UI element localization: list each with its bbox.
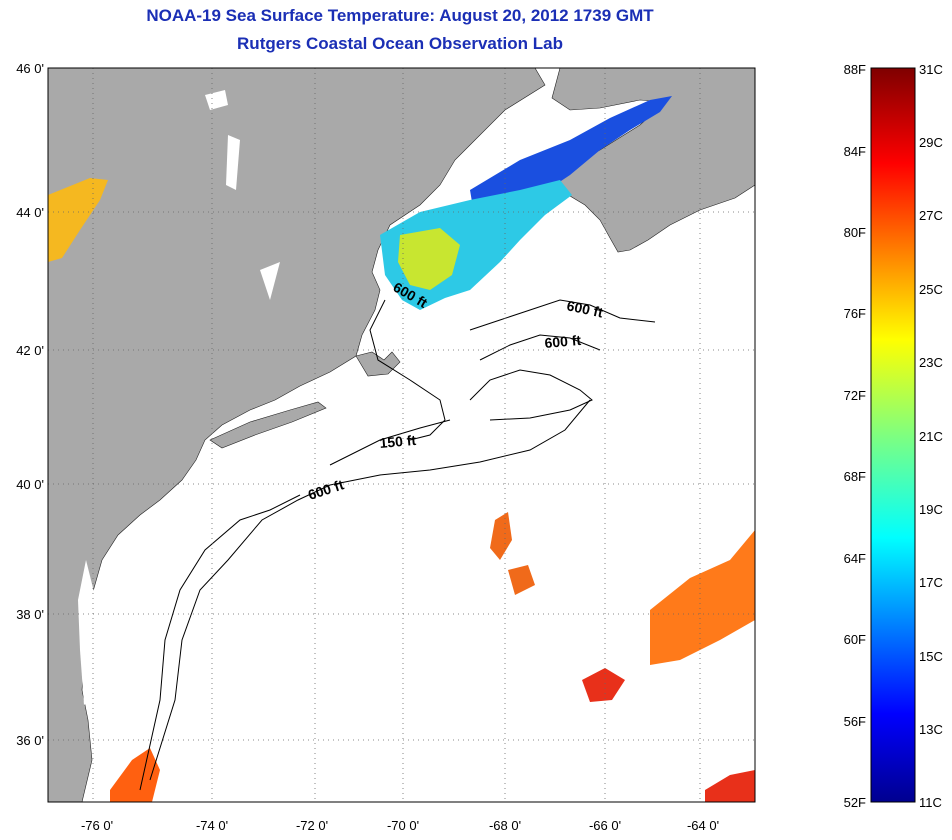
sst-gulf-stream-2: [582, 668, 625, 702]
colorbar-c-label: 27C: [919, 208, 943, 223]
lon-label: -68 0': [489, 818, 521, 833]
colorbar-c-label: 17C: [919, 575, 943, 590]
sst-gulf-stream-3: [490, 512, 512, 560]
land-nova-scotia: [547, 68, 755, 253]
colorbar-f-label: 88F: [844, 62, 866, 77]
colorbar-c-label: 31C: [919, 62, 943, 77]
colorbar-f-label: 68F: [844, 469, 866, 484]
sst-gulf-of-maine-yellow: [398, 228, 460, 290]
map-frame: [47, 67, 756, 803]
sst-gulf-stream-1: [650, 530, 755, 665]
map-title: NOAA-19 Sea Surface Temperature: August …: [146, 6, 654, 25]
colorbar-f-label: 80F: [844, 225, 866, 240]
colorbar: [870, 67, 916, 803]
colorbar-c-label: 29C: [919, 135, 943, 150]
lon-label: -72 0': [296, 818, 328, 833]
colorbar-c-label: 13C: [919, 722, 943, 737]
sst-southeast-corner: [705, 770, 755, 802]
lake: [226, 135, 240, 190]
colorbar-f-label: 76F: [844, 306, 866, 321]
lon-label: -66 0': [589, 818, 621, 833]
lat-label: 46 0': [16, 61, 44, 76]
isobath-label: 600 ft: [565, 297, 604, 320]
colorbar-c-label: 19C: [919, 502, 943, 517]
colorbar-f-label: 64F: [844, 551, 866, 566]
colorbar-f-label: 60F: [844, 632, 866, 647]
lat-label: 36 0': [16, 733, 44, 748]
map-subtitle: Rutgers Coastal Ocean Observation Lab: [237, 34, 563, 53]
colorbar-f-label: 52F: [844, 795, 866, 810]
colorbar-f-label: 72F: [844, 388, 866, 403]
lon-label: -74 0': [196, 818, 228, 833]
colorbar-c-label: 11C: [919, 795, 942, 810]
lon-label: -76 0': [81, 818, 113, 833]
colorbar-f-label: 56F: [844, 714, 866, 729]
lon-label: -70 0': [387, 818, 419, 833]
lon-label: -64 0': [687, 818, 719, 833]
colorbar-c-label: 23C: [919, 355, 943, 370]
isobath-lines: [139, 299, 656, 791]
chesapeake-bay: [78, 560, 100, 705]
land-cape-cod: [355, 351, 401, 377]
isobath-label: 600 ft: [544, 332, 582, 351]
lat-label: 38 0': [16, 607, 44, 622]
lat-label: 42 0': [16, 343, 44, 358]
sst-gulf-of-maine-blue: [470, 96, 672, 220]
sst-hatteras: [110, 748, 160, 802]
lat-label: 40 0': [16, 477, 44, 492]
sst-gulf-stream-4: [508, 565, 535, 595]
colorbar-c-label: 21C: [919, 429, 943, 444]
colorbar-c-label: 25C: [919, 282, 943, 297]
lat-label: 44 0': [16, 205, 44, 220]
colorbar-f-label: 84F: [844, 144, 866, 159]
lake: [260, 262, 280, 300]
isobath-label: 150 ft: [379, 432, 417, 451]
land-long-island: [209, 401, 327, 449]
lake: [205, 90, 228, 110]
colorbar-c-label: 15C: [919, 649, 943, 664]
